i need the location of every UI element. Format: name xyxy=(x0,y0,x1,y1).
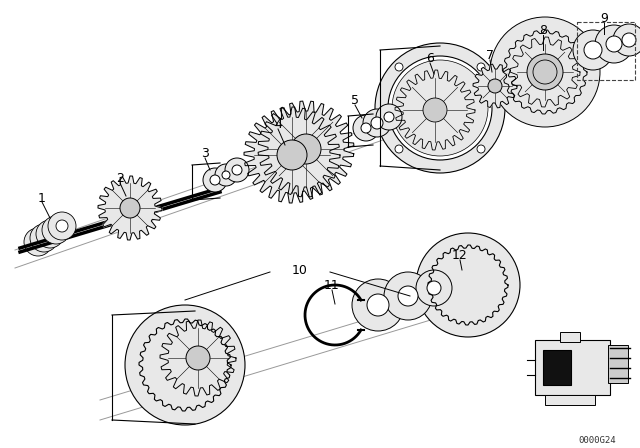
Polygon shape xyxy=(258,101,354,197)
Polygon shape xyxy=(510,37,580,107)
Circle shape xyxy=(573,30,613,70)
Circle shape xyxy=(595,25,633,63)
Bar xyxy=(577,22,635,80)
Circle shape xyxy=(490,17,600,127)
Text: 7: 7 xyxy=(486,48,494,61)
Circle shape xyxy=(203,168,227,192)
Circle shape xyxy=(477,145,485,153)
Circle shape xyxy=(427,281,441,295)
Circle shape xyxy=(533,60,557,84)
Circle shape xyxy=(376,104,402,130)
Circle shape xyxy=(488,79,502,93)
Circle shape xyxy=(416,270,452,306)
Circle shape xyxy=(395,145,403,153)
Circle shape xyxy=(42,216,70,244)
Circle shape xyxy=(423,98,447,122)
Polygon shape xyxy=(244,107,340,203)
Circle shape xyxy=(388,56,492,160)
Circle shape xyxy=(584,41,602,59)
Circle shape xyxy=(215,164,237,186)
Text: 6: 6 xyxy=(426,52,434,65)
Bar xyxy=(608,345,628,383)
Circle shape xyxy=(395,63,403,71)
Text: 12: 12 xyxy=(452,249,468,262)
Circle shape xyxy=(32,236,44,248)
Circle shape xyxy=(277,140,307,170)
Bar xyxy=(543,350,571,385)
Circle shape xyxy=(622,33,636,47)
Circle shape xyxy=(44,228,56,240)
Circle shape xyxy=(56,220,68,232)
Circle shape xyxy=(371,117,383,129)
Circle shape xyxy=(352,279,404,331)
Circle shape xyxy=(36,220,64,248)
Text: 9: 9 xyxy=(600,12,608,25)
Circle shape xyxy=(606,36,622,52)
Circle shape xyxy=(222,171,230,179)
Circle shape xyxy=(398,286,418,306)
Text: 1: 1 xyxy=(38,191,46,204)
Text: 11: 11 xyxy=(324,279,340,292)
Circle shape xyxy=(291,134,321,164)
Text: 2: 2 xyxy=(116,172,124,185)
Circle shape xyxy=(125,305,245,425)
Circle shape xyxy=(367,294,389,316)
Circle shape xyxy=(613,24,640,56)
Text: 8: 8 xyxy=(539,23,547,36)
Circle shape xyxy=(210,175,220,185)
Circle shape xyxy=(384,112,394,122)
Polygon shape xyxy=(160,320,236,396)
Circle shape xyxy=(225,158,249,182)
Polygon shape xyxy=(139,319,231,411)
Text: 10: 10 xyxy=(292,263,308,276)
Polygon shape xyxy=(395,70,475,150)
Circle shape xyxy=(120,198,140,218)
Polygon shape xyxy=(503,30,587,114)
Circle shape xyxy=(477,63,485,71)
Text: 4: 4 xyxy=(274,117,282,130)
Polygon shape xyxy=(428,245,508,325)
Circle shape xyxy=(527,54,563,90)
Bar xyxy=(545,395,595,405)
Circle shape xyxy=(30,224,58,252)
Circle shape xyxy=(353,115,379,141)
Text: 3: 3 xyxy=(201,146,209,159)
Text: 5: 5 xyxy=(351,94,359,107)
Polygon shape xyxy=(98,176,162,240)
Circle shape xyxy=(384,272,432,320)
Circle shape xyxy=(50,224,62,236)
Circle shape xyxy=(38,232,50,244)
Circle shape xyxy=(392,60,488,156)
Circle shape xyxy=(361,123,371,133)
Circle shape xyxy=(24,228,52,256)
Text: 0000G24: 0000G24 xyxy=(578,435,616,444)
Circle shape xyxy=(363,109,391,137)
Circle shape xyxy=(186,346,210,370)
Circle shape xyxy=(416,233,520,337)
Polygon shape xyxy=(473,64,517,108)
Circle shape xyxy=(375,43,505,173)
Bar xyxy=(560,332,580,342)
Bar xyxy=(535,340,610,395)
Circle shape xyxy=(232,165,242,175)
Circle shape xyxy=(48,212,76,240)
